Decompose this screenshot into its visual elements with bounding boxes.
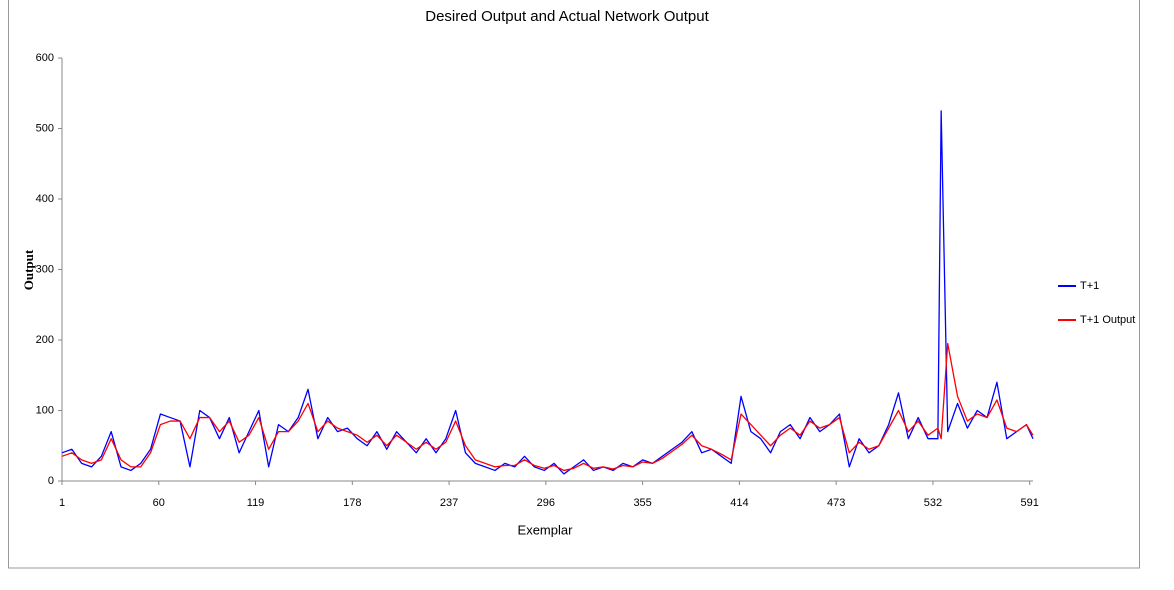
x-tick-label: 591 [1021, 497, 1039, 509]
x-tick-label: 178 [343, 497, 361, 509]
y-tick-label: 200 [36, 334, 54, 346]
x-tick-label: 60 [153, 497, 165, 509]
x-tick-label: 473 [827, 497, 845, 509]
x-tick-label: 119 [247, 497, 265, 509]
series-line [61, 342, 1034, 472]
chart-title: Desired Output and Actual Network Output [425, 8, 709, 25]
y-tick-label: 0 [48, 475, 54, 487]
y-tick-label: 400 [36, 193, 54, 205]
y-axis-title: Output [21, 249, 36, 290]
chart-frame [8, 0, 1140, 569]
x-tick-label: 296 [537, 497, 555, 509]
legend-label: T+1 [1080, 280, 1099, 292]
x-tick-label: 1 [59, 497, 65, 509]
x-axis-title: Exemplar [518, 522, 574, 537]
y-tick-label: 100 [36, 404, 54, 416]
legend-label: T+1 Output [1080, 314, 1135, 326]
x-tick-label: 414 [730, 497, 748, 509]
y-tick-label: 600 [36, 52, 54, 64]
x-tick-label: 237 [440, 497, 458, 509]
x-tick-label: 532 [924, 497, 942, 509]
x-tick-label: 355 [633, 497, 651, 509]
y-tick-label: 500 [36, 122, 54, 134]
y-tick-label: 300 [36, 263, 54, 275]
